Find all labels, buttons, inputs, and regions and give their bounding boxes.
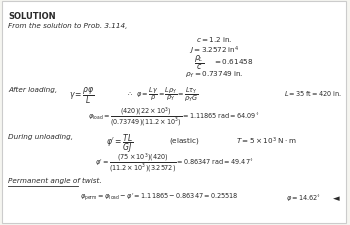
Text: $\varphi_{\mathrm{perm}} = \varphi_{\mathrm{load}} - \varphi' = 1.11865 - 0.8634: $\varphi_{\mathrm{perm}} = \varphi_{\mat… [80,191,238,203]
Text: $\varphi' = \dfrac{TL}{GJ}$: $\varphi' = \dfrac{TL}{GJ}$ [106,132,133,155]
Text: From the solution to Prob. 3.114,: From the solution to Prob. 3.114, [8,23,127,29]
Text: $\varphi = 14.62^{\circ}$: $\varphi = 14.62^{\circ}$ [286,192,321,203]
Text: $\gamma = \dfrac{\rho\varphi}{L}$: $\gamma = \dfrac{\rho\varphi}{L}$ [69,86,95,106]
Text: $= 0.61458$: $= 0.61458$ [213,57,253,66]
Text: SOLUTION: SOLUTION [8,12,56,21]
Text: $\mathrm{(elastic)}$: $\mathrm{(elastic)}$ [169,135,199,145]
Text: $\varphi' = \dfrac{(75\times10^3)(420)}{(11.2\times10^3)(3.2572)} = 0.86347\;\ma: $\varphi' = \dfrac{(75\times10^3)(420)}{… [95,150,253,173]
FancyBboxPatch shape [2,2,346,223]
Text: $c = 1.2\;\mathrm{in.}$: $c = 1.2\;\mathrm{in.}$ [196,35,232,44]
Text: $T = 5\times10^3\;\mathrm{N\cdot m}$: $T = 5\times10^3\;\mathrm{N\cdot m}$ [236,135,297,147]
Text: $J = 3.2572\;\mathrm{in}^4$: $J = 3.2572\;\mathrm{in}^4$ [189,45,239,57]
Text: After loading,: After loading, [8,87,57,93]
Text: $\therefore\;\;\varphi = \dfrac{L\gamma}{\rho} = \dfrac{L\rho_Y}{\rho_Y} = \dfra: $\therefore\;\;\varphi = \dfrac{L\gamma}… [126,86,198,104]
Text: $\varphi_{\mathrm{load}} = \dfrac{(420)(22\times10^3)}{(0.73749)(11.2\times10^3): $\varphi_{\mathrm{load}} = \dfrac{(420)(… [89,105,260,127]
Text: $\rho_Y = 0.73749\;\mathrm{in.}$: $\rho_Y = 0.73749\;\mathrm{in.}$ [185,70,243,80]
Text: $L = 35\;\mathrm{ft} = 420\;\mathrm{in.}$: $L = 35\;\mathrm{ft} = 420\;\mathrm{in.}… [285,89,342,98]
Text: ◄: ◄ [333,193,340,202]
Text: $\dfrac{\rho_L}{c}$: $\dfrac{\rho_L}{c}$ [194,54,204,72]
Text: Permanent angle of twist.: Permanent angle of twist. [8,177,101,183]
Text: During unloading,: During unloading, [8,133,73,139]
